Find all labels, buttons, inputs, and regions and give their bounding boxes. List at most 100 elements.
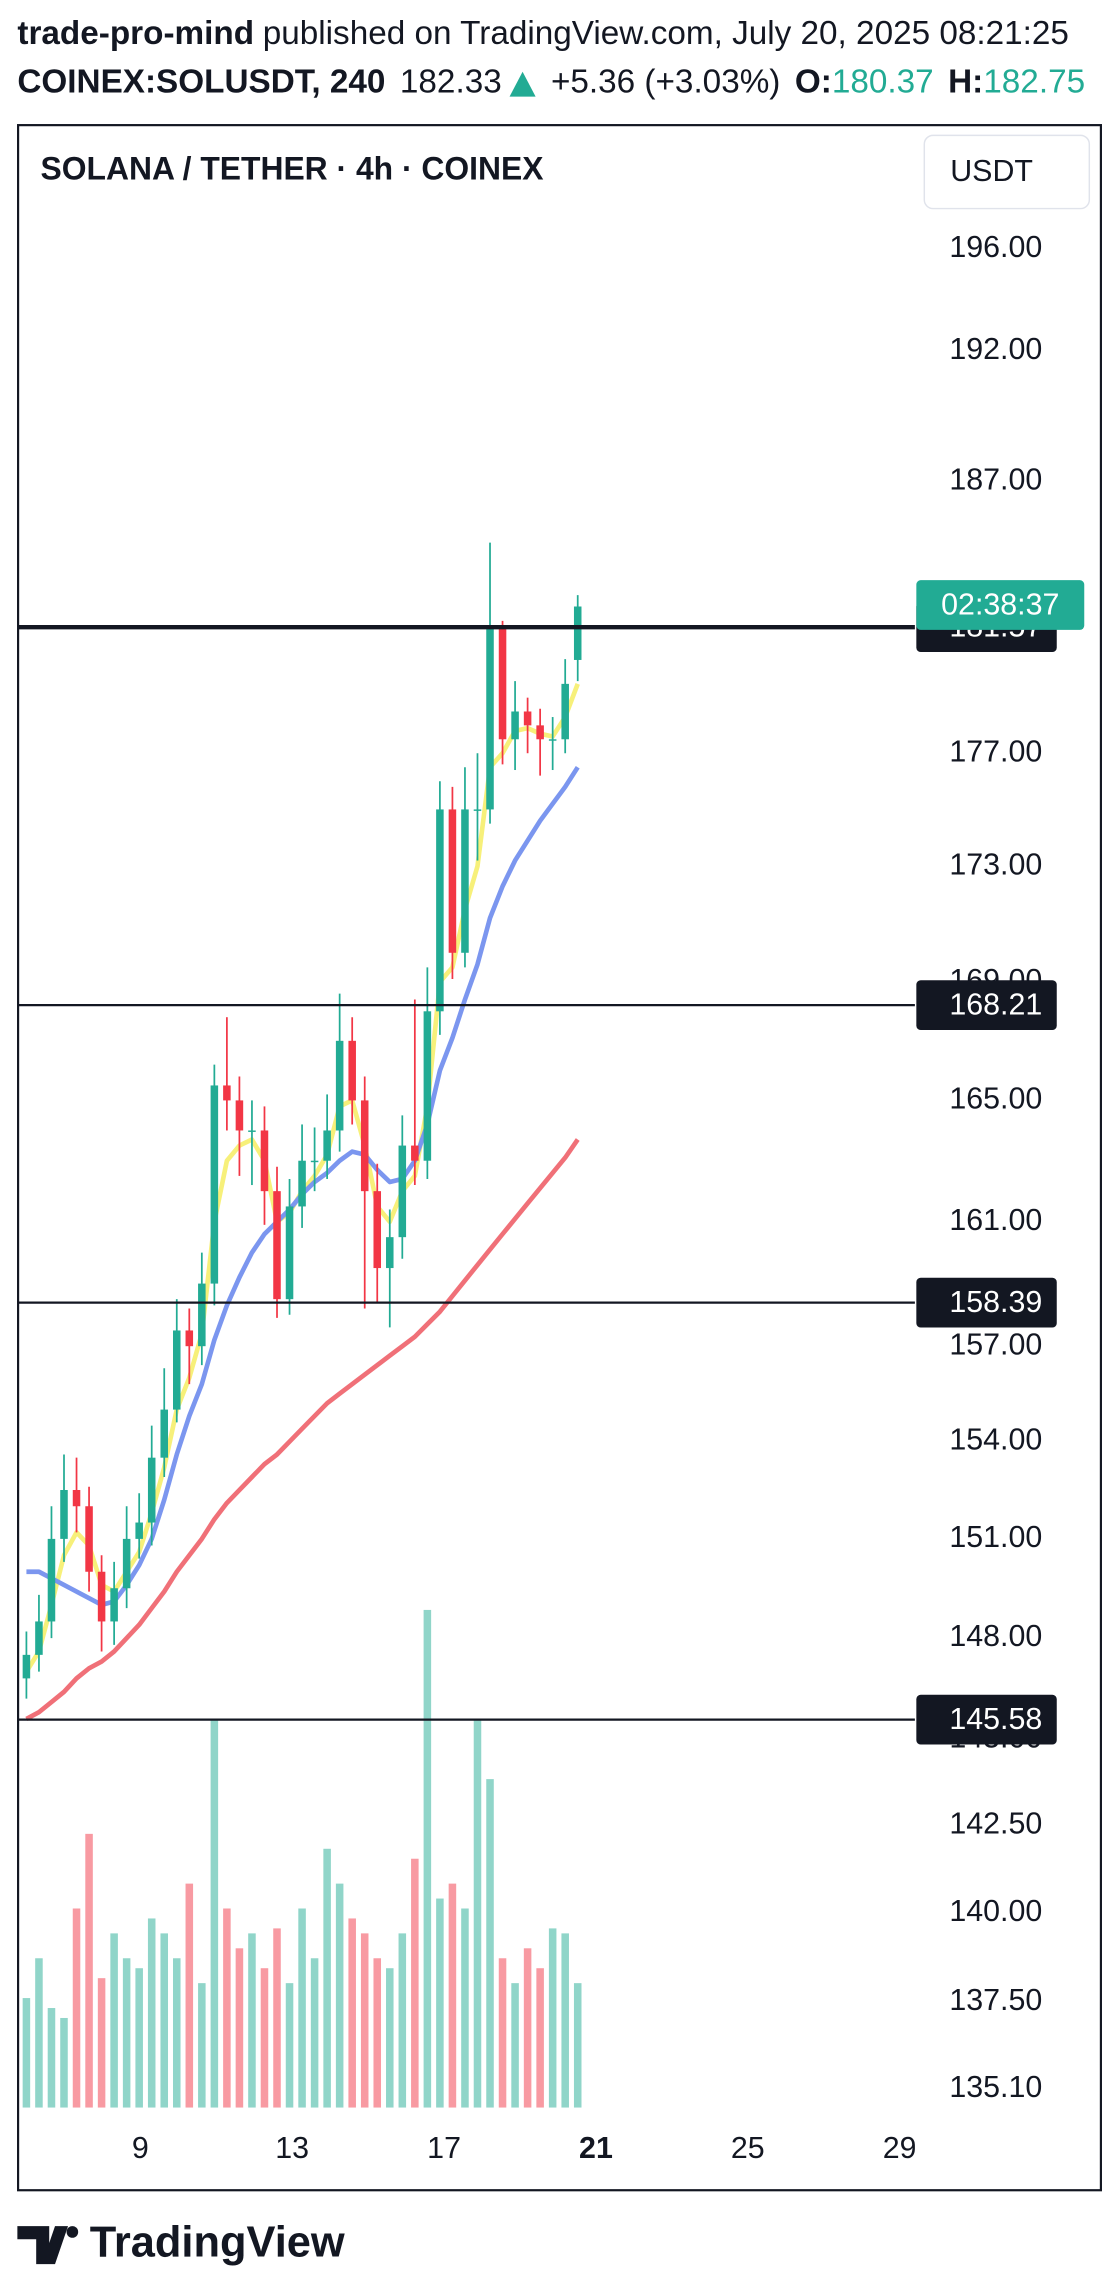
volume-bar (72, 1908, 81, 2108)
candle-body (323, 1130, 331, 1161)
candle-body (235, 1100, 244, 1131)
open: 180.37 (832, 63, 934, 100)
y-tick-label: 165.00 (949, 1081, 1042, 1115)
header-line-2: COINEX:SOLUSDT, 240 182.33 +5.36 (+3.03%) O… (17, 63, 1085, 100)
candle-body (260, 1130, 269, 1192)
x-axis: 9 13 17 21 25 29 (132, 2131, 915, 2165)
candle-body (386, 1237, 394, 1269)
volume-bar (248, 1933, 256, 2108)
volume-bar (398, 1933, 407, 2108)
volume-bar (436, 1898, 444, 2108)
volume-bar (85, 1833, 93, 2108)
currency[interactable]: USDT (950, 154, 1033, 188)
volume-bar (360, 1933, 369, 2108)
symbol: COINEX:SOLUSDT, 240 (17, 63, 385, 100)
candle-body (160, 1409, 169, 1458)
candle-body (223, 1085, 231, 1101)
candle-body (97, 1571, 106, 1622)
chart-title: SOLANA / TETHER · 4h · COINEX (41, 151, 545, 187)
volume-bar (323, 1848, 331, 2108)
candle-body (536, 725, 544, 740)
level-label: 145.58 (949, 1702, 1042, 1736)
candle-body (423, 1011, 432, 1161)
logo-mark (17, 2226, 69, 2265)
candle-body (398, 1145, 407, 1238)
candle-body (548, 739, 557, 741)
volume-bar (173, 1958, 181, 2108)
axes: 196.00192.00187.00177.00173.00169.00165.… (18, 230, 1085, 2104)
up-arrow-icon (509, 71, 536, 97)
candle-body (573, 606, 582, 660)
y-tick-label: 137.50 (949, 1983, 1042, 2017)
chart-frame (17, 124, 1102, 2192)
volume-bar (498, 1958, 507, 2108)
y-tick-label: 187.00 (949, 462, 1042, 496)
volume-bar (210, 1719, 219, 2108)
open-label: O: (795, 63, 832, 100)
brand: TradingView (90, 2218, 346, 2267)
volume-bar (147, 1918, 156, 2108)
logo-dot (66, 2226, 79, 2238)
volume-bar (386, 1968, 394, 2108)
candle-body (47, 1538, 56, 1622)
candle-body (523, 711, 532, 726)
x-tick-label: 9 (132, 2131, 149, 2165)
candle-body (210, 1085, 219, 1284)
y-tick-label: 177.00 (949, 734, 1042, 768)
price: 182.33 (400, 63, 502, 100)
currency-button[interactable] (923, 134, 1091, 210)
volume-bar (448, 1883, 457, 2108)
volume-bar (110, 1933, 118, 2108)
candle-body (373, 1191, 382, 1269)
candle-body (360, 1100, 369, 1192)
candle-body (436, 809, 444, 1012)
candle-body (461, 809, 469, 953)
candle-body (248, 1130, 256, 1132)
candle-body (310, 1160, 319, 1163)
moving-average (25, 1138, 580, 1722)
candle-body (147, 1457, 156, 1523)
x-tick-label: 25 (731, 2131, 765, 2165)
x-tick-label: 21 (579, 2131, 613, 2165)
candle-body (35, 1621, 43, 1655)
candle-body (448, 809, 457, 953)
y-tick-label: 151.00 (949, 1520, 1042, 1554)
candle-body (411, 1145, 419, 1161)
candle-body (72, 1490, 81, 1507)
y-tick-label: 173.00 (949, 847, 1042, 881)
volume-bar (35, 1958, 43, 2108)
volume-bar (523, 1948, 532, 2108)
volume-bar (473, 1719, 482, 2108)
volume-bar (561, 1933, 569, 2108)
candle-body (348, 1040, 356, 1101)
plot (22, 542, 582, 2108)
x-tick-label: 17 (427, 2131, 461, 2165)
volume-bar (373, 1958, 382, 2108)
header-line-1: trade-pro-mind published on TradingView.c… (17, 15, 1069, 52)
y-tick-label: 142.50 (949, 1806, 1042, 1840)
candle-body (335, 1040, 344, 1131)
candle-body (561, 683, 569, 740)
candle-body (285, 1206, 294, 1300)
volume-bar (548, 1928, 557, 2108)
candle-body (498, 629, 507, 740)
candle-body (22, 1654, 31, 1679)
y-tick-label: 140.00 (949, 1894, 1042, 1928)
volume-bar (223, 1908, 231, 2108)
volume-bar (47, 2008, 56, 2108)
y-tick-label: 192.00 (949, 332, 1042, 366)
candle-body (185, 1330, 194, 1347)
y-tick-label: 135.10 (949, 2070, 1042, 2104)
candle-body (122, 1538, 131, 1589)
volume-bar (536, 1968, 544, 2108)
volume-bar (198, 1983, 206, 2108)
candle-body (110, 1588, 118, 1622)
level-label-box (916, 980, 1057, 1031)
volume-bar (511, 1983, 519, 2108)
volume-bar (411, 1858, 419, 2108)
volume-bar (348, 1918, 356, 2108)
y-tick-label: 161.00 (949, 1203, 1042, 1237)
level-label-box (916, 1694, 1057, 1745)
level-label: 168.21 (949, 988, 1042, 1022)
